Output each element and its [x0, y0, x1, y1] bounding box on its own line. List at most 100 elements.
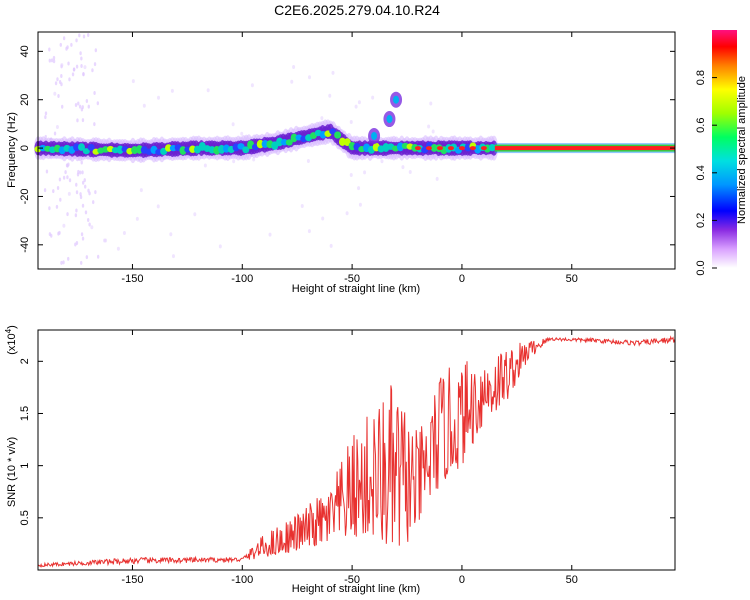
spectrogram-noise-dot	[50, 58, 54, 63]
spectrogram-noise-dot	[78, 104, 82, 109]
spectrogram-noise-dot	[67, 256, 70, 261]
colorbar-gradient	[712, 30, 737, 268]
spectrogram-noise-dot	[116, 246, 120, 251]
spectrogram-noise-dot	[354, 104, 358, 109]
spectrogram-noise-dot	[292, 65, 296, 70]
spectrogram-noise-dot	[169, 232, 173, 237]
colorbar: 0.0 0.2 0.4 0.6 0.8 Normalized spectral ampl…	[695, 30, 748, 276]
spectrogram-noise-dot	[52, 59, 56, 64]
spectrogram-noise-dot	[87, 104, 90, 109]
spectrogram-noise-dot	[75, 38, 78, 43]
spectrogram-noise-dot	[80, 160, 83, 165]
spectrogram-hotspot	[415, 146, 422, 151]
spectrogram-noise-dot	[52, 189, 55, 194]
spectrogram-noise-dot	[80, 232, 84, 237]
colorbar-tick-label: 0.8	[695, 70, 707, 85]
spectrogram-noise-dot	[252, 157, 256, 162]
spectrogram-noise-dot	[96, 254, 100, 259]
spectrogram-noise-dot	[44, 115, 47, 120]
spectrogram-noise-dot	[75, 190, 79, 195]
snr-ytick-label: 0.5	[19, 510, 31, 525]
spectrogram-noise-dot	[72, 67, 76, 72]
spectrogram-noise-dot	[66, 175, 69, 180]
spectrogram-core-blob	[290, 133, 298, 143]
spectrogram-xtick-label: -150	[121, 273, 143, 285]
spectrogram-noise-dot	[156, 204, 160, 209]
spectrogram-noise-dot	[357, 100, 361, 105]
spectrogram-noise-dot	[48, 206, 51, 211]
spectrogram-noise-dot	[170, 88, 174, 93]
spectrogram-trace	[34, 33, 675, 265]
spectrogram-noise-dot	[81, 203, 85, 208]
spectrogram-noise-dot	[131, 79, 135, 84]
spectrogram-xtick-label: -100	[231, 273, 253, 285]
spectrogram-noise-dot	[62, 175, 66, 180]
spectrogram-noise-dot	[65, 46, 68, 51]
spectrogram-core-blob	[237, 143, 245, 150]
colorbar-tick-label: 0.6	[695, 118, 707, 133]
spectrogram-noise-dot	[435, 176, 439, 181]
spectrogram-noise-dot	[87, 188, 90, 193]
spectrogram-noise-dot	[427, 124, 431, 129]
spectrogram-noise-dot	[345, 211, 349, 216]
spectrogram-noise-dot	[75, 64, 79, 69]
spectrogram-noise-dot	[48, 58, 52, 63]
spectrogram-noise-dot	[122, 231, 126, 236]
spectrogram-noise-dot	[53, 91, 57, 96]
spectrogram-ytick-label: 0	[19, 145, 31, 151]
spectrogram-noise-dot	[67, 61, 70, 66]
snr-ytick-label: 2	[19, 358, 31, 364]
spectrogram-noise-dot	[76, 118, 79, 123]
spectrogram-core-blob	[242, 146, 250, 154]
spectrogram-noise-dot	[61, 104, 64, 109]
spectrogram-noise-dot	[349, 173, 353, 178]
snr-xtick-label: -50	[344, 574, 360, 586]
spectrogram-hotspot	[480, 146, 487, 151]
spectrogram-noise-dot	[408, 170, 412, 175]
spectrogram-frame	[37, 31, 676, 270]
spectrogram-core-blob	[488, 143, 496, 152]
spectrogram-noise-dot	[53, 131, 57, 136]
spectrogram-noise-dot	[79, 170, 82, 175]
snr-series-line	[37, 335, 676, 568]
spectrogram-noise-dot	[93, 62, 97, 67]
spectrogram-noise-dot	[193, 212, 197, 217]
spectrogram-noise-dot	[94, 190, 97, 195]
spectrogram-core-blob	[164, 144, 172, 152]
spectrogram-xtick-label: -50	[344, 273, 360, 285]
spectrogram-noise-dot	[74, 102, 78, 107]
spectrogram-noise-dot	[231, 122, 235, 127]
spectrogram-noise-dot	[77, 101, 80, 106]
spectrogram-noise-dot	[88, 222, 91, 227]
spectrogram-noise-dot	[329, 243, 333, 248]
spectrogram-ytick-label: 40	[19, 45, 31, 57]
spectrogram-noise-dot	[290, 79, 294, 84]
spectrogram-noise-dot	[240, 131, 244, 136]
colorbar-label: Normalized spectral amplitude	[736, 76, 748, 224]
spectrogram-noise-dot	[363, 170, 367, 175]
spectrogram-noise-dot	[93, 122, 96, 127]
spectrogram-noise-dot	[81, 118, 85, 123]
spectrogram-branch-core	[371, 131, 378, 140]
spectrogram-core-blob	[116, 145, 124, 155]
snr-ytick-label: 1.5	[19, 406, 31, 421]
spectrogram-hotspot	[447, 146, 454, 151]
spectrogram-xtick-label: 50	[566, 273, 578, 285]
spectrogram-noise-dot	[58, 230, 61, 235]
spectrogram-noise-dot	[70, 42, 73, 47]
spectrogram-noise-dot	[62, 260, 65, 265]
spectrogram-noise-dot	[66, 212, 69, 217]
spectrogram-noise-dot	[77, 169, 80, 174]
spectrogram-noise-dot	[62, 223, 66, 228]
spectrogram-noise-dot	[429, 101, 433, 106]
spectrogram-panel: -150 -100 -50 0 50 -40 -20 0 20 40 Height of str…	[6, 31, 676, 295]
spectrogram-noise-dot	[135, 216, 139, 221]
spectrogram-noise-dot	[250, 83, 254, 88]
spectrogram-core-blob	[82, 148, 90, 155]
spectrogram-noise-dot	[96, 101, 100, 106]
spectrogram-noise-dot	[203, 163, 207, 168]
spectrogram-noise-dot	[60, 63, 64, 68]
spectrogram-xlabel: Height of straight line (km)	[292, 283, 420, 295]
spectrogram-noise-dot	[79, 51, 82, 56]
spectrogram-noise-dot	[139, 188, 143, 193]
